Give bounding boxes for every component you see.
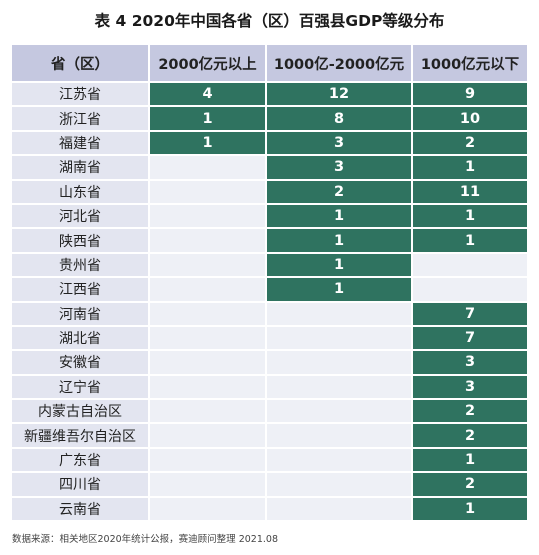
province-cell: 辽宁省 <box>10 373 150 401</box>
value-cell: 3 <box>411 373 529 401</box>
value-cell: 3 <box>265 129 413 157</box>
table-row: 内蒙古自治区 2 <box>10 398 529 425</box>
value-cell: 1 <box>411 495 529 523</box>
table-row: 浙江省 1 8 10 <box>10 105 529 132</box>
value-cell: 7 <box>411 324 529 352</box>
gdp-distribution-table: 省（区） 2000亿元以上 1000亿-2000亿元 1000亿元以下 江苏省 4… <box>10 43 529 523</box>
province-cell: 内蒙古自治区 <box>10 398 150 425</box>
empty-cell <box>148 373 267 401</box>
value-cell: 1 <box>411 446 529 474</box>
empty-cell <box>148 300 267 327</box>
source-note: 数据来源：相关地区2020年统计公报，赛迪顾问整理 2021.08 <box>12 534 278 545</box>
empty-cell <box>265 349 413 376</box>
value-cell: 2 <box>265 178 413 205</box>
value-cell: 8 <box>265 105 413 132</box>
table-row: 辽宁省 3 <box>10 373 529 401</box>
table-row: 江苏省 4 12 9 <box>10 80 529 108</box>
empty-cell <box>148 398 267 425</box>
province-cell: 湖北省 <box>10 324 150 352</box>
value-cell: 1 <box>265 202 413 230</box>
empty-cell <box>148 495 267 523</box>
table-body: 江苏省 4 12 9 浙江省 1 8 10 福建省 1 3 2 湖南省 3 1 山东省 2 11 河北省 1 1 陕西省 1… <box>10 80 529 523</box>
table-row: 新疆维吾尔自治区 2 <box>10 422 529 449</box>
empty-cell <box>411 251 529 279</box>
empty-cell <box>265 373 413 401</box>
header-below-1000: 1000亿元以下 <box>411 43 529 83</box>
value-cell: 11 <box>411 178 529 205</box>
value-cell: 1 <box>265 227 413 254</box>
province-cell: 云南省 <box>10 495 150 523</box>
empty-cell <box>265 324 413 352</box>
empty-cell <box>148 227 267 254</box>
province-cell: 四川省 <box>10 471 150 498</box>
value-cell: 2 <box>411 129 529 157</box>
empty-cell <box>148 276 267 303</box>
table-row: 陕西省 1 1 <box>10 227 529 254</box>
value-cell: 2 <box>411 471 529 498</box>
value-cell: 1 <box>265 251 413 279</box>
header-1000-2000: 1000亿-2000亿元 <box>265 43 413 83</box>
province-cell: 福建省 <box>10 129 150 157</box>
province-cell: 湖南省 <box>10 154 150 181</box>
empty-cell <box>148 422 267 449</box>
value-cell: 2 <box>411 398 529 425</box>
value-cell: 1 <box>148 105 267 132</box>
table-row: 四川省 2 <box>10 471 529 498</box>
empty-cell <box>148 446 267 474</box>
value-cell: 1 <box>265 276 413 303</box>
value-cell: 1 <box>148 129 267 157</box>
value-cell: 3 <box>411 349 529 376</box>
table-row: 河南省 7 <box>10 300 529 327</box>
value-cell: 9 <box>411 80 529 108</box>
value-cell: 1 <box>411 202 529 230</box>
table-row: 广东省 1 <box>10 446 529 474</box>
province-cell: 河北省 <box>10 202 150 230</box>
value-cell: 2 <box>411 422 529 449</box>
table-row: 山东省 2 11 <box>10 178 529 205</box>
province-cell: 贵州省 <box>10 251 150 279</box>
value-cell: 10 <box>411 105 529 132</box>
header-above-2000: 2000亿元以上 <box>148 43 267 83</box>
empty-cell <box>265 422 413 449</box>
empty-cell <box>148 178 267 205</box>
empty-cell <box>148 471 267 498</box>
province-cell: 浙江省 <box>10 105 150 132</box>
province-cell: 安徽省 <box>10 349 150 376</box>
table-row: 安徽省 3 <box>10 349 529 376</box>
table-row: 湖北省 7 <box>10 324 529 352</box>
table-row: 福建省 1 3 2 <box>10 129 529 157</box>
province-cell: 山东省 <box>10 178 150 205</box>
table-row: 江西省 1 <box>10 276 529 303</box>
empty-cell <box>148 154 267 181</box>
value-cell: 1 <box>411 227 529 254</box>
value-cell: 7 <box>411 300 529 327</box>
empty-cell <box>265 471 413 498</box>
value-cell: 4 <box>148 80 267 108</box>
table-row: 湖南省 3 1 <box>10 154 529 181</box>
table-title: 表 4 2020年中国各省（区）百强县GDP等级分布 <box>94 12 445 30</box>
table-row: 河北省 1 1 <box>10 202 529 230</box>
empty-cell <box>148 324 267 352</box>
province-cell: 江西省 <box>10 276 150 303</box>
value-cell: 3 <box>265 154 413 181</box>
table-row: 贵州省 1 <box>10 251 529 279</box>
province-cell: 新疆维吾尔自治区 <box>10 422 150 449</box>
header-province: 省（区） <box>10 43 150 83</box>
empty-cell <box>265 495 413 523</box>
empty-cell <box>265 398 413 425</box>
table-row: 云南省 1 <box>10 495 529 523</box>
province-cell: 江苏省 <box>10 80 150 108</box>
province-cell: 广东省 <box>10 446 150 474</box>
province-cell: 河南省 <box>10 300 150 327</box>
empty-cell <box>265 300 413 327</box>
value-cell: 1 <box>411 154 529 181</box>
empty-cell <box>148 349 267 376</box>
empty-cell <box>148 202 267 230</box>
empty-cell <box>148 251 267 279</box>
value-cell: 12 <box>265 80 413 108</box>
empty-cell <box>265 446 413 474</box>
province-cell: 陕西省 <box>10 227 150 254</box>
empty-cell <box>411 276 529 303</box>
header-row: 省（区） 2000亿元以上 1000亿-2000亿元 1000亿元以下 <box>10 43 529 83</box>
